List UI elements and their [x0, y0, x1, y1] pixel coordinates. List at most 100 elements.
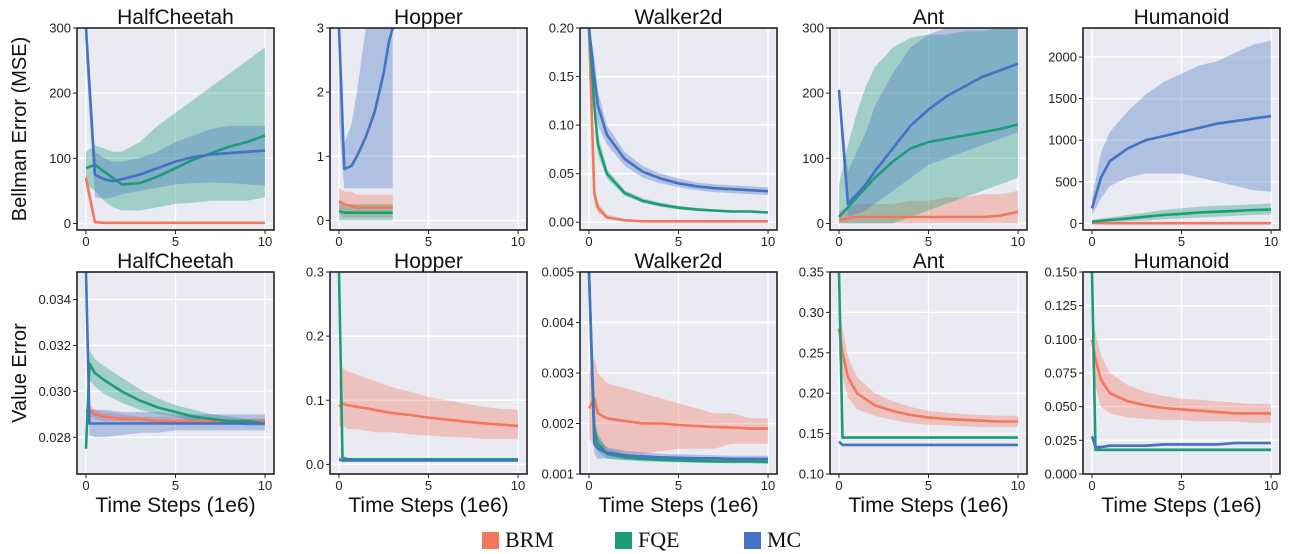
y-tick-label: 200 — [802, 86, 824, 101]
x-tick-label: 10 — [258, 234, 272, 249]
line-mc — [84, 272, 265, 425]
panel-title: HalfCheetah — [117, 6, 234, 29]
legend-item-mc: MC — [744, 527, 802, 552]
y-tick-label: 0.1 — [306, 393, 324, 408]
line-mc — [338, 458, 518, 462]
plot-area — [837, 28, 1019, 224]
panel-2-ant: 0 5 10 0.10 0.15 0.20 0.25 0.30 0.35 Ant Time Step… — [799, 250, 1028, 517]
y-tick-label: 0.002 — [541, 416, 574, 431]
x-tick-label: 0 — [585, 478, 592, 493]
panel-2-humanoid: 0 5 10 0.000 0.025 0.050 0.075 0.100 0.125 0.150 H… — [1044, 250, 1281, 517]
line-fqe — [587, 28, 769, 214]
panel-title: Humanoid — [1134, 250, 1230, 273]
y-tick-label: 0 — [1070, 216, 1077, 231]
line-brm — [338, 402, 519, 428]
x-tick-label: 5 — [1178, 478, 1185, 493]
y-tick-label: 0.005 — [541, 265, 574, 280]
plot-area — [337, 28, 394, 221]
x-tick-label: 0 — [335, 478, 342, 493]
line-mc — [838, 440, 1018, 447]
y-tick-label: 0 — [317, 213, 324, 228]
panel-1-humanoid: 0 5 10 0 500 1000 1500 2000 Humanoid — [1048, 6, 1281, 249]
plot-area — [84, 272, 266, 454]
y-tick-label: 0.05 — [549, 166, 574, 181]
x-axis-label: Time Steps (1e6) — [848, 494, 1008, 517]
line-fqe — [1091, 208, 1272, 223]
line-brm — [587, 28, 768, 223]
y-tick-label: 100 — [49, 151, 71, 166]
band-mc — [1092, 40, 1271, 215]
y-tick-label: 0.10 — [549, 118, 574, 133]
line-fqe — [838, 123, 1019, 218]
y-tick-label: 200 — [49, 86, 71, 101]
line-fqe — [84, 362, 266, 449]
y-tick-label: 0 — [817, 216, 824, 231]
y-tick-label: 0.20 — [549, 21, 574, 36]
x-tick-label: 0 — [835, 234, 842, 249]
panel-title: Humanoid — [1134, 6, 1230, 29]
panel-title: Ant — [913, 250, 945, 273]
y-tick-label: 0.0 — [306, 457, 324, 472]
band-brm — [839, 190, 1018, 224]
panel-title: Walker2d — [635, 250, 723, 273]
y-tick-label: 0.15 — [549, 69, 574, 84]
legend-swatch-fqe — [615, 531, 632, 549]
plot-area — [837, 272, 1018, 447]
x-tick-label: 5 — [172, 478, 179, 493]
y-tick-label: 0.028 — [38, 430, 71, 445]
y-tick-label: 2 — [317, 85, 324, 100]
line-mc — [837, 62, 1019, 206]
panel-2-halfcheetah: 0 5 10 0.028 0.030 0.032 0.034 HalfCheetah Time … — [9, 250, 275, 517]
x-axis-label: Time Steps (1e6) — [598, 494, 758, 517]
band-brm — [339, 188, 393, 218]
y-tick-label: 0.15 — [799, 426, 824, 441]
x-tick-label: 10 — [511, 234, 525, 249]
y-tick-label: 0.034 — [38, 292, 71, 307]
x-tick-label: 0 — [585, 234, 592, 249]
y-tick-label: 0.001 — [541, 467, 574, 482]
y-tick-label: 0.000 — [1044, 467, 1077, 482]
y-tick-label: 300 — [49, 21, 71, 36]
y-tick-label: 3 — [317, 21, 324, 36]
line-fqe — [1090, 272, 1271, 452]
x-tick-label: 5 — [925, 234, 932, 249]
x-tick-label: 0 — [1088, 478, 1095, 493]
plot-area — [587, 272, 769, 464]
y-tick-label: 0.150 — [1044, 265, 1077, 280]
y-tick-label: 100 — [802, 151, 824, 166]
line-brm — [838, 210, 1019, 222]
y-tick-label: 0.032 — [38, 338, 71, 353]
panel-title: Hopper — [394, 250, 463, 273]
y-tick-label: 0.30 — [799, 305, 824, 320]
band-brm — [589, 357, 768, 454]
legend-label-mc: MC — [767, 527, 802, 552]
y-axis-label: Bellman Error (MSE) — [9, 37, 31, 221]
y-tick-label: 0.030 — [38, 384, 71, 399]
x-tick-label: 10 — [761, 234, 775, 249]
x-tick-label: 10 — [1011, 234, 1025, 249]
line-mc — [337, 28, 394, 171]
plot-area — [1090, 272, 1271, 452]
x-axis-label: Time Steps (1e6) — [1101, 494, 1261, 517]
plot-area — [587, 28, 769, 223]
y-tick-label: 300 — [802, 21, 824, 36]
x-tick-label: 0 — [82, 478, 89, 493]
line-mc — [587, 272, 768, 461]
line-mc — [84, 28, 266, 183]
legend-label-fqe: FQE — [638, 527, 680, 552]
band-mc — [86, 28, 265, 199]
line-fqe — [338, 209, 393, 214]
x-tick-label: 10 — [761, 478, 775, 493]
x-tick-label: 10 — [1264, 478, 1278, 493]
y-tick-label: 0.025 — [1044, 433, 1077, 448]
y-tick-label: 0.25 — [799, 345, 824, 360]
line-brm — [587, 396, 768, 430]
y-tick-label: 0.100 — [1044, 332, 1077, 347]
y-tick-label: 0.004 — [541, 315, 574, 330]
x-tick-label: 5 — [675, 478, 682, 493]
x-tick-label: 5 — [425, 234, 432, 249]
plot-area — [1090, 40, 1272, 225]
line-fqe — [85, 134, 266, 186]
